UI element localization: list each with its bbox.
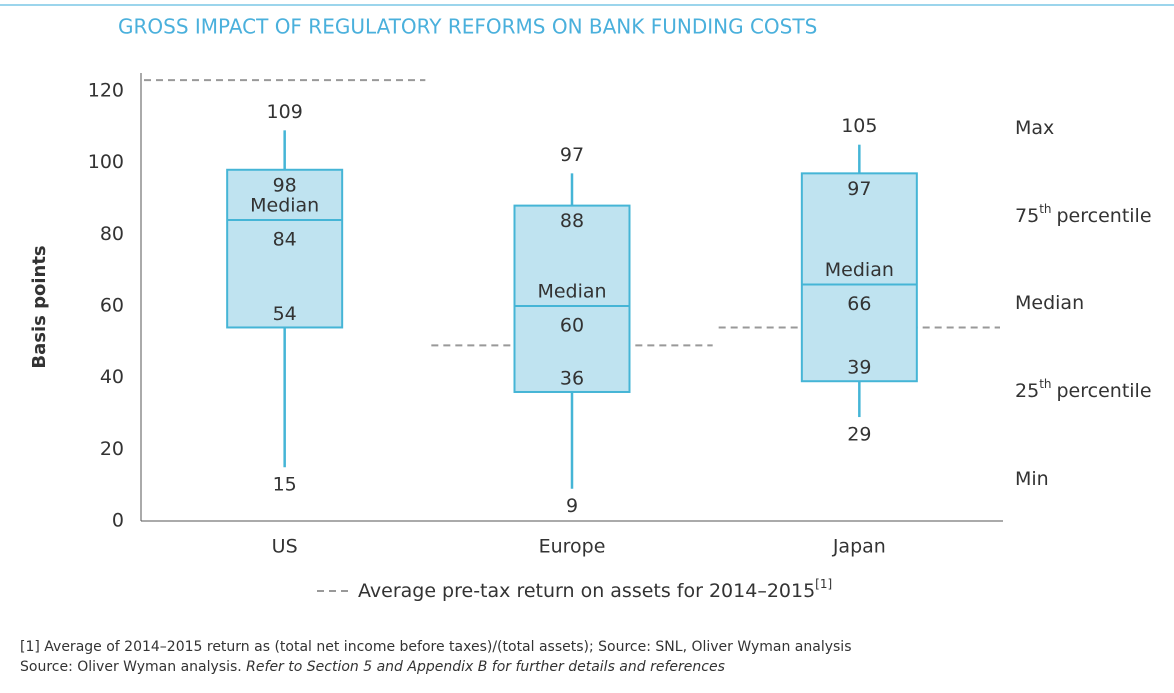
key-label-rest: percentile <box>1057 205 1152 227</box>
value-label: 98 <box>273 174 297 196</box>
legend-label: Average pre-tax return on assets for 201… <box>358 577 832 602</box>
box <box>800 172 918 383</box>
y-tick-label: 80 <box>100 223 124 245</box>
box <box>513 204 631 393</box>
footnote: Source: Oliver Wyman analysis. Refer to … <box>20 659 725 675</box>
value-label: 54 <box>273 303 297 325</box>
legend-text: Average pre-tax return on assets for 201… <box>358 580 815 602</box>
key-label: 25th percentile <box>1015 377 1152 402</box>
median-label: Median <box>825 259 894 281</box>
y-tick-label: 40 <box>100 366 124 388</box>
y-tick-label: 120 <box>88 79 124 101</box>
value-label: 97 <box>560 144 584 166</box>
y-tick-label: 100 <box>88 151 124 173</box>
key-label-base: Median <box>1015 292 1084 314</box>
y-tick-label: 20 <box>100 438 124 460</box>
value-label: 97 <box>847 178 871 200</box>
key-label-rest: percentile <box>1057 380 1152 402</box>
value-label: 15 <box>273 474 297 496</box>
y-axis-label: Basis points <box>29 245 50 368</box>
key-label-sup: th <box>1039 377 1051 391</box>
key-label: Median <box>1015 292 1084 314</box>
value-label: 84 <box>273 228 297 250</box>
value-label: 39 <box>847 357 871 379</box>
value-label: 88 <box>560 210 584 232</box>
key-label-base: 75 <box>1015 205 1039 227</box>
key-label-base: Min <box>1015 468 1049 490</box>
value-label: 60 <box>560 314 584 336</box>
median-label: Median <box>250 194 319 216</box>
key-label-base: 25 <box>1015 380 1039 402</box>
key-label: 75th percentile <box>1015 202 1152 227</box>
footnote-reference: Refer to Section 5 and Appendix B for fu… <box>246 659 725 675</box>
x-tick-label: Japan <box>832 536 886 558</box>
value-label: 36 <box>560 367 584 389</box>
footnote: [1] Average of 2014–2015 return as (tota… <box>20 639 851 655</box>
value-label: 105 <box>841 115 877 137</box>
median-label: Median <box>537 280 606 302</box>
y-tick-label: 0 <box>112 510 124 532</box>
key-label-base: Max <box>1015 117 1054 139</box>
value-label: 66 <box>847 293 871 315</box>
value-label: 9 <box>566 495 578 517</box>
footnote-source: Source: Oliver Wyman analysis. <box>20 659 246 675</box>
key-label-sup: th <box>1039 202 1051 216</box>
y-tick-label: 60 <box>100 294 124 316</box>
box <box>226 168 344 329</box>
x-tick-label: Europe <box>539 536 606 558</box>
key-label: Min <box>1015 468 1049 490</box>
key-label: Max <box>1015 117 1054 139</box>
legend-footnote-ref: [1] <box>815 577 832 591</box>
value-label: 109 <box>267 101 303 123</box>
value-label: 29 <box>847 424 871 446</box>
x-tick-label: US <box>272 536 298 558</box>
chart-title: GROSS IMPACT OF REGULATORY REFORMS ON BA… <box>118 15 817 39</box>
